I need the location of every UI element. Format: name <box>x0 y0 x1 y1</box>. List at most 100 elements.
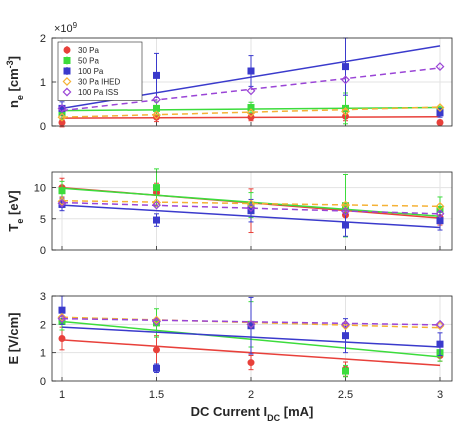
legend-marker <box>62 77 72 86</box>
data-point <box>153 104 160 112</box>
data-point <box>341 75 350 85</box>
series-100-pa-iss <box>57 62 445 113</box>
panel-2: 0 5 10 Te [eV] <box>6 168 453 257</box>
y-tick-label: 2 <box>40 33 46 45</box>
y-axis-label: ne [cm-3] <box>5 56 25 108</box>
y-label-end: ] <box>6 56 21 60</box>
data-point <box>341 206 350 216</box>
data-point <box>435 62 445 72</box>
legend-entry: 30 Pa <box>78 46 99 55</box>
data-point <box>57 196 67 206</box>
legend-box <box>57 41 143 101</box>
axes-box <box>51 295 453 382</box>
legend-marker <box>63 67 71 75</box>
data-point <box>247 67 255 75</box>
y-tick-label: 1 <box>40 348 46 360</box>
data-point <box>57 112 67 122</box>
data-point <box>435 103 445 112</box>
data-point <box>152 315 161 325</box>
data-point <box>342 221 349 229</box>
fit-line <box>61 201 441 215</box>
data-point <box>436 217 444 225</box>
data-point <box>342 63 349 71</box>
series-100-pa <box>58 295 444 373</box>
y-axis-label: Te [eV] <box>6 190 25 231</box>
y-tick-label: 1 <box>40 77 46 89</box>
legend-marker <box>63 46 71 54</box>
data-point <box>57 314 67 324</box>
data-point <box>57 103 67 113</box>
data-point <box>436 109 444 117</box>
x-tick-label: 1.5 <box>149 389 164 401</box>
data-point <box>152 317 161 326</box>
exponent-power: 9 <box>73 21 78 30</box>
panel-3: 0 1 2 3 E [V/cm] 1 1.5 2 2.5 3 DC Current IDC [mA] <box>6 291 453 423</box>
data-point <box>341 107 350 116</box>
data-point <box>153 364 160 372</box>
data-point <box>246 199 256 209</box>
y-label-unit: [cm <box>6 68 21 95</box>
data-point <box>58 335 66 342</box>
data-point <box>436 340 444 348</box>
series-100-pa-iss <box>57 198 445 219</box>
x-axis-label: DC Current IDC [mA] <box>191 404 314 423</box>
x-label-sub: DC <box>267 413 280 423</box>
y-label-sup: -3 <box>5 60 15 68</box>
legend-entry: 100 Pa <box>78 67 104 76</box>
exponent-label: ×109 <box>54 21 78 36</box>
data-point <box>152 200 161 210</box>
data-point <box>153 184 160 192</box>
data-point <box>342 367 349 375</box>
data-point <box>341 200 350 210</box>
data-point <box>246 108 256 118</box>
y-axis-label: E [V/cm] <box>6 312 21 364</box>
data-point <box>341 319 350 329</box>
data-point <box>342 332 349 340</box>
data-point <box>58 187 66 195</box>
data-point <box>152 198 161 208</box>
data-point <box>152 110 161 120</box>
series-30-pa-ihed <box>57 196 445 211</box>
plot-area <box>52 296 452 381</box>
y-label-sub: e <box>15 95 25 100</box>
x-tick-label: 2 <box>248 389 254 401</box>
data-point <box>341 321 350 331</box>
legend-marker <box>63 57 71 64</box>
data-point <box>246 203 256 213</box>
data-point <box>435 319 445 329</box>
y-tick-label: 0 <box>40 121 46 133</box>
x-label-unit: [mA] <box>280 404 313 419</box>
legend-entry: 50 Pa <box>78 57 99 66</box>
axes-box <box>51 37 453 127</box>
data-point <box>58 306 66 314</box>
axes-box <box>51 171 453 251</box>
legend-entry: 30 Pa IHED <box>78 78 120 87</box>
y-tick-label: 10 <box>34 183 46 195</box>
y-label-unit: [eV] <box>6 190 21 218</box>
y-tick-label: 0 <box>40 245 46 257</box>
data-point <box>153 216 160 224</box>
legend-entry: 100 Pa ISS <box>78 88 118 97</box>
data-point <box>247 359 255 367</box>
data-point <box>57 198 67 208</box>
y-tick-label: 3 <box>40 291 46 303</box>
y-label-sub: e <box>15 219 25 224</box>
series-100-pa-iss <box>57 314 445 329</box>
data-point <box>57 312 67 322</box>
data-point <box>153 71 160 79</box>
data-point <box>246 86 256 96</box>
y-tick-label: 5 <box>40 214 46 226</box>
fit-line <box>61 199 441 208</box>
fit-line <box>61 67 441 112</box>
y-tick-label: 2 <box>40 319 46 331</box>
data-point <box>436 118 444 126</box>
fit-line <box>61 106 441 118</box>
series-30-pa-ihed <box>57 103 445 122</box>
x-tick-label: 1 <box>59 389 65 401</box>
data-point <box>152 95 161 105</box>
fit-line <box>61 317 441 326</box>
data-point <box>247 104 255 112</box>
